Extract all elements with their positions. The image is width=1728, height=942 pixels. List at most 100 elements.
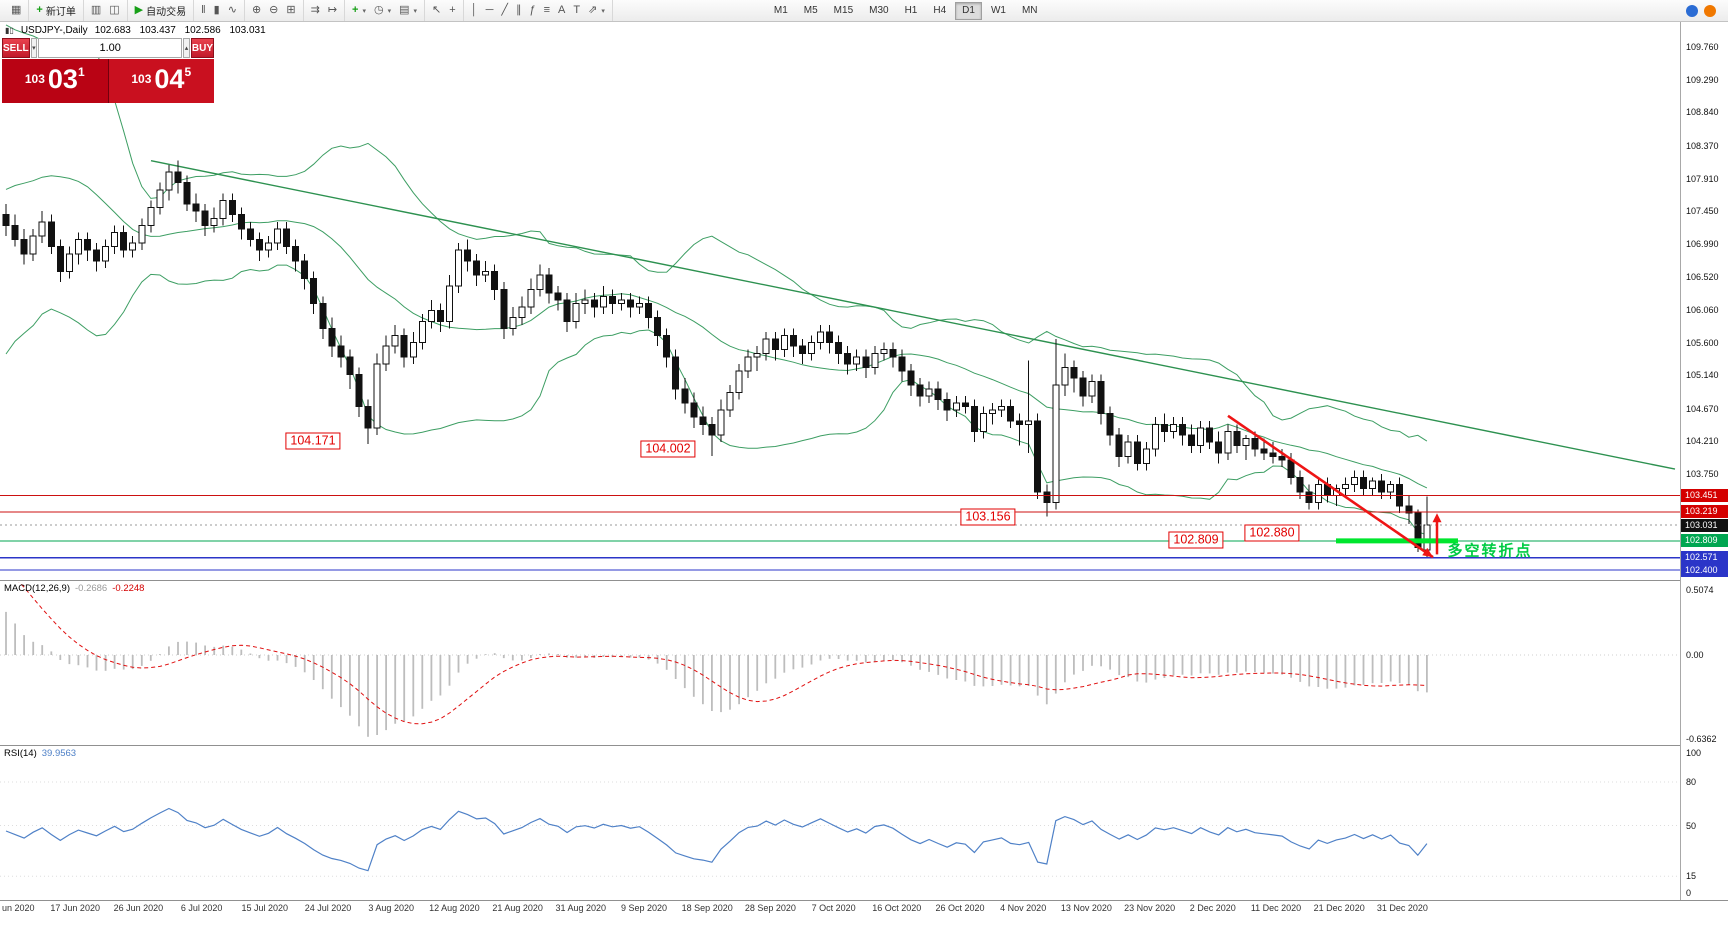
shapes-button-dropdown-icon[interactable]: ▾ — [601, 7, 605, 15]
date-label: 26 Jun 2020 — [113, 903, 164, 913]
date-label: un 2020 — [2, 903, 35, 913]
label-icon: T — [573, 4, 581, 16]
channel-icon: ∥ — [516, 4, 522, 16]
date-label: 24 Jul 2020 — [304, 903, 352, 913]
indicators-button: + — [352, 4, 359, 16]
volume-input[interactable] — [38, 38, 183, 58]
periods-button-dropdown-icon[interactable]: ▾ — [387, 7, 392, 15]
cursor-icon: ↖ — [432, 4, 442, 16]
tile-windows-icon[interactable]: ⊞ — [283, 2, 298, 20]
help-icon[interactable] — [1686, 4, 1698, 17]
buy-price-display[interactable]: 103 04 5 — [108, 59, 214, 103]
auto-trading-button[interactable]: ▶ 自动交易 — [132, 2, 189, 20]
market-watch-icon[interactable]: ▥ — [88, 2, 104, 20]
chart-title: ▮▯ USDJPY-,Daily 102.683 103.437 102.586… — [5, 25, 272, 36]
sell-price-display[interactable]: 103 03 1 — [2, 59, 109, 103]
timeframe-mn[interactable]: MN — [1021, 5, 1038, 16]
indicators-button-dropdown-icon[interactable]: ▾ — [362, 7, 366, 15]
trendline-icon[interactable]: ╱ — [498, 2, 511, 20]
vertical-line-icon: │ — [470, 4, 478, 16]
sell-price-pips: 03 — [47, 64, 78, 94]
timeframe-m1[interactable]: M1 — [773, 5, 788, 16]
buy-price-big-figure: 103 — [131, 72, 152, 86]
candles-chart-type-icon[interactable]: ▮ — [211, 2, 223, 20]
chinese-text-note[interactable]: 多空转折点 — [1447, 542, 1533, 560]
new-chart-icon[interactable]: ▦ — [8, 2, 24, 20]
timeframe-h4[interactable]: H4 — [933, 5, 947, 16]
timeframe-w1[interactable]: W1 — [990, 5, 1006, 16]
long-downtrend-line[interactable] — [150, 160, 1676, 470]
zoom-out-icon[interactable]: ⊖ — [266, 2, 281, 20]
price-callout[interactable]: 102.809 — [1168, 531, 1224, 549]
date-label: 26 Oct 2020 — [935, 903, 985, 913]
rsi-axis-label: 50 — [1686, 820, 1697, 831]
price-callout[interactable]: 103.156 — [960, 508, 1016, 526]
sell-button[interactable]: SELL — [2, 38, 30, 58]
price-tick-label: 103.750 — [1686, 469, 1719, 480]
fibonacci-icon: ƒ — [529, 4, 536, 16]
shapes-button[interactable]: ⇗ ▾ — [585, 2, 608, 20]
fibonacci-icon[interactable]: ƒ — [527, 2, 539, 20]
crosshair-icon: + — [449, 4, 456, 16]
volume-up-button[interactable]: ▴ — [183, 38, 190, 58]
line-chart-type-icon[interactable]: ∿ — [225, 2, 240, 20]
rsi-axis-label: 0 — [1686, 888, 1692, 898]
date-label: 13 Nov 2020 — [1060, 903, 1112, 913]
indicators-button[interactable]: + ▾ — [349, 2, 369, 20]
auto-scroll-icon[interactable]: ⇉ — [308, 2, 323, 20]
open-value: 102.683 — [94, 25, 131, 36]
rsi-axis-label: 80 — [1686, 777, 1697, 787]
macd-signal-value: -0.2248 — [112, 583, 145, 594]
date-axis[interactable]: un 2020 17 Jun 2020 26 Jun 2020 6 Jul 2020 1… — [0, 903, 1680, 919]
timeframe-m15[interactable]: M15 — [833, 5, 854, 16]
price-callout[interactable]: 104.002 — [640, 440, 696, 458]
red-downtrend-line[interactable] — [1227, 414, 1434, 559]
new-order-button-label: 新订单 — [45, 7, 76, 18]
buy-button[interactable]: BUY — [190, 38, 214, 58]
periods-button[interactable]: ◷ ▾ — [371, 2, 394, 20]
macd-value: -0.2686 — [75, 583, 108, 594]
macd-name: MACD(12,26,9) — [4, 583, 70, 594]
data-window-icon[interactable]: ◫ — [106, 2, 122, 20]
bars-chart-type-icon[interactable]: ‖ — [198, 2, 209, 20]
cursor-icon[interactable]: ↖ — [429, 2, 444, 20]
new-chart-icon: ▦ — [11, 4, 22, 16]
horizontal-line-icon: ─ — [485, 4, 494, 16]
periods-button: ◷ — [374, 4, 384, 16]
date-label: 2 Dec 2020 — [1189, 903, 1236, 913]
timeframe-h1[interactable]: H1 — [904, 5, 918, 16]
timeframe-d1[interactable]: D1 — [955, 1, 982, 20]
timeframe-m5[interactable]: M5 — [803, 5, 818, 16]
timeframe-m30[interactable]: M30 — [869, 5, 889, 16]
templates-button[interactable]: ▤ ▾ — [396, 2, 420, 20]
chart-shift-icon[interactable]: ↦ — [325, 2, 340, 20]
vertical-line-icon[interactable]: │ — [468, 2, 481, 20]
auto-trading-button-label: 自动交易 — [146, 7, 187, 18]
price-callout[interactable]: 102.880 — [1244, 524, 1300, 542]
buy-price-pips: 04 — [154, 64, 185, 94]
line-chart-type-icon: ∿ — [227, 4, 237, 16]
price-axis[interactable]: 109.760 109.290 108.840 108.370 107.910 107.4… — [1681, 22, 1728, 900]
rsi-axis-label: 100 — [1686, 748, 1702, 758]
zoom-in-icon[interactable]: ⊕ — [249, 2, 264, 20]
ohlc-values: 102.683 103.437 102.586 103.031 — [95, 25, 272, 36]
sell-price-fraction: 1 — [77, 65, 85, 79]
levels-icon[interactable]: ≡ — [541, 2, 553, 20]
date-label: 21 Dec 2020 — [1313, 903, 1365, 913]
alert-icon[interactable] — [1704, 4, 1716, 17]
date-label: 4 Nov 2020 — [1000, 903, 1047, 913]
templates-button-dropdown-icon[interactable]: ▾ — [413, 7, 418, 15]
channel-icon[interactable]: ∥ — [513, 2, 525, 20]
price-callout[interactable]: 104.171 — [285, 432, 341, 450]
crosshair-icon[interactable]: + — [446, 2, 458, 20]
horizontal-line-icon[interactable]: ─ — [483, 2, 497, 20]
date-label: 3 Aug 2020 — [368, 903, 414, 913]
price-highlight-badge: 102.809 — [1681, 534, 1728, 548]
new-order-button[interactable]: + 新订单 — [33, 2, 78, 20]
text-icon[interactable]: A — [555, 2, 568, 20]
label-icon[interactable]: T — [570, 2, 583, 20]
price-tick-label: 107.910 — [1686, 173, 1719, 184]
new-order-button: + — [36, 4, 43, 16]
volume-down-button[interactable]: ▾ — [30, 38, 38, 58]
